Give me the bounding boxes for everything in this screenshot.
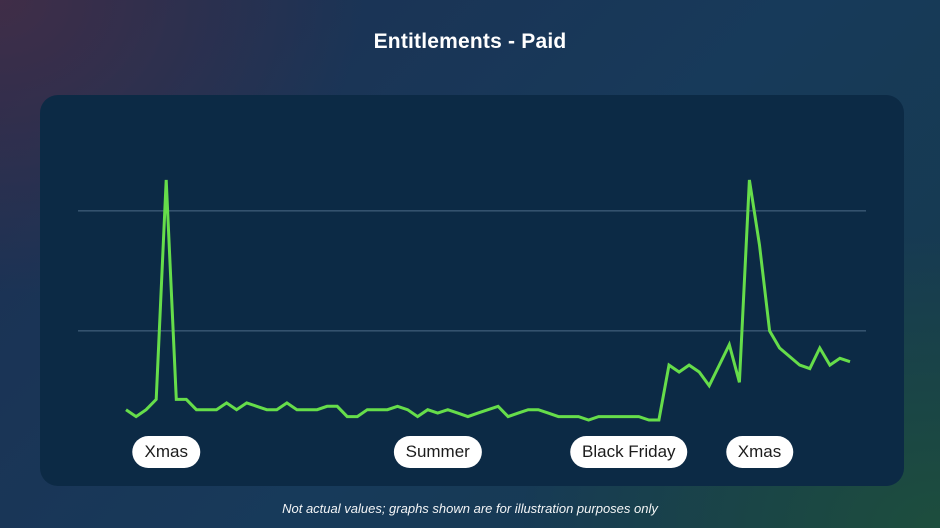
event-label-xmas-0: Xmas <box>132 436 200 468</box>
line-chart <box>78 179 866 422</box>
event-label-black-friday-2: Black Friday <box>570 436 688 468</box>
chart-panel: Xmas Summer Black Friday Xmas <box>40 95 904 486</box>
event-label-xmas-3: Xmas <box>725 436 794 468</box>
series-line-0 <box>125 179 851 422</box>
disclaimer-footnote: Not actual values; graphs shown are for … <box>282 501 658 516</box>
event-label-summer-1: Summer <box>393 436 482 468</box>
chart-title: Entitlements - Paid <box>373 30 567 53</box>
